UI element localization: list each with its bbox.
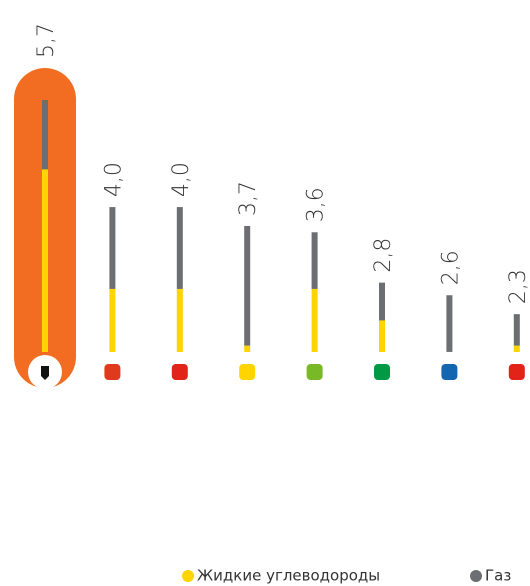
bar-segment — [446, 351, 453, 352]
logo-icon — [41, 366, 49, 380]
bar-segment — [244, 345, 251, 352]
logo — [306, 364, 323, 380]
bar-segment — [513, 345, 520, 352]
bar-segment — [42, 100, 48, 170]
bar-segment — [176, 207, 183, 289]
total-label: 3,6 — [304, 187, 329, 222]
logo — [239, 364, 256, 380]
bar-segment — [109, 207, 116, 289]
bar-segment — [379, 320, 385, 352]
bar-segment — [311, 288, 318, 352]
bar-segment — [244, 225, 251, 346]
total-label: 2,8 — [371, 238, 396, 273]
logo — [104, 364, 121, 380]
total-label: 3,7 — [236, 181, 261, 216]
bar-segment — [379, 282, 385, 321]
legend-swatch — [182, 570, 194, 582]
bar-segment — [109, 288, 116, 352]
total-label: 2,6 — [438, 250, 463, 285]
legend-swatch — [470, 570, 482, 582]
logo — [441, 364, 458, 380]
total-label: 4,0 — [169, 162, 194, 197]
legend-label: Жидкие углеводороды — [197, 567, 380, 585]
logo — [374, 364, 390, 380]
logo — [508, 364, 525, 380]
bar-segment — [513, 314, 520, 346]
total-label: 4,0 — [101, 162, 126, 197]
legend-label: Газ — [485, 567, 511, 585]
total-label: 2,3 — [506, 269, 530, 304]
total-label: 5,7 — [34, 23, 59, 58]
bar-segment — [311, 232, 318, 289]
bar-segment — [446, 295, 453, 352]
bar-segment — [176, 288, 183, 352]
logo — [171, 364, 188, 380]
bar-segment — [42, 169, 48, 352]
